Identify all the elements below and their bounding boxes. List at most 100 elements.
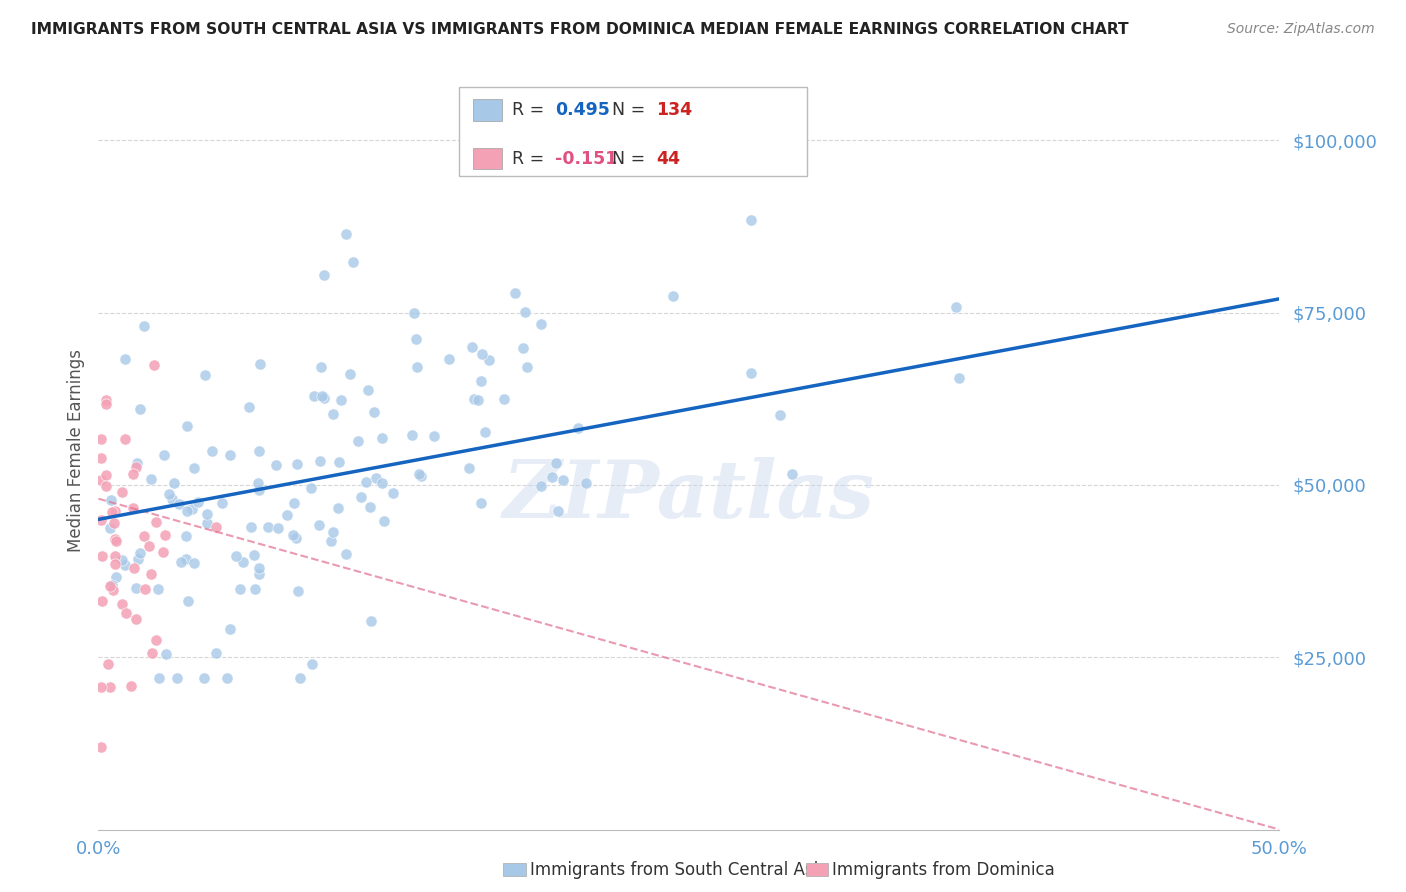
Point (364, 471, 387, 485)
Point (187, 495, 209, 509)
Point (371, 476, 394, 491)
Point (769, 409, 792, 423)
Point (339, 367, 361, 381)
FancyBboxPatch shape (472, 148, 502, 169)
Point (148, 671, 170, 685)
Text: R =: R = (512, 150, 544, 168)
Point (342, 254, 364, 268)
Point (470, 496, 492, 510)
Point (124, 561, 146, 575)
Text: R =: R = (512, 101, 544, 119)
Point (309, 359, 332, 374)
Point (145, 515, 167, 529)
Point (90, 450, 112, 465)
Point (423, 429, 446, 443)
Point (401, 427, 423, 442)
Point (143, 359, 166, 373)
Point (90, 432, 112, 446)
Point (145, 632, 167, 647)
Point (405, 332, 427, 346)
Point (111, 485, 134, 500)
Point (176, 504, 198, 518)
Point (155, 647, 177, 661)
Point (201, 443, 224, 458)
Point (247, 444, 270, 458)
Point (335, 547, 357, 561)
Point (159, 487, 181, 501)
Point (114, 351, 136, 366)
Point (195, 516, 218, 530)
Point (288, 671, 311, 685)
Point (308, 518, 330, 533)
Text: -0.151: -0.151 (555, 150, 617, 168)
Point (281, 528, 304, 542)
Point (283, 496, 305, 510)
Point (148, 582, 170, 597)
Text: Immigrants from Dominica: Immigrants from Dominica (832, 861, 1054, 879)
Point (409, 468, 432, 483)
Point (780, 467, 803, 481)
Point (492, 392, 515, 406)
Point (239, 520, 262, 534)
Point (176, 419, 198, 434)
Point (287, 584, 309, 599)
Point (229, 582, 252, 597)
Point (90, 513, 112, 527)
Point (232, 555, 254, 569)
Point (98, 680, 121, 694)
Point (141, 646, 163, 660)
Point (205, 646, 228, 660)
Point (141, 472, 163, 486)
Point (546, 456, 568, 470)
Point (183, 557, 205, 571)
Point (125, 581, 148, 595)
Point (360, 614, 382, 628)
Point (160, 491, 183, 506)
Point (326, 501, 349, 516)
Point (567, 421, 589, 435)
Point (551, 473, 574, 487)
Point (174, 552, 197, 566)
Point (247, 566, 270, 581)
Point (101, 582, 124, 597)
Text: 44: 44 (655, 150, 681, 168)
Point (170, 555, 193, 569)
Point (284, 531, 307, 545)
Point (302, 389, 325, 403)
Point (176, 528, 198, 542)
Point (308, 454, 330, 468)
Point (311, 389, 333, 403)
Point (945, 300, 967, 314)
Point (211, 496, 233, 510)
Point (153, 448, 176, 462)
Point (104, 504, 127, 518)
Point (94, 397, 117, 411)
Point (370, 431, 392, 445)
Point (354, 475, 377, 489)
Point (134, 582, 156, 597)
Point (163, 475, 186, 490)
Point (463, 392, 485, 406)
Point (249, 358, 271, 372)
Point (98, 579, 121, 593)
Point (477, 353, 499, 368)
Point (127, 551, 149, 566)
Point (194, 368, 217, 383)
Text: ZIPatlas: ZIPatlas (503, 458, 875, 534)
Point (350, 490, 373, 504)
Point (457, 460, 479, 475)
Point (153, 528, 176, 542)
Point (94, 393, 117, 408)
Point (503, 286, 526, 301)
Point (91, 594, 114, 608)
Point (111, 597, 134, 611)
Point (219, 448, 242, 462)
Point (111, 553, 134, 567)
Point (215, 671, 238, 685)
Text: Immigrants from South Central Asia: Immigrants from South Central Asia (530, 861, 828, 879)
Point (125, 612, 148, 626)
Point (322, 524, 344, 539)
Point (243, 549, 266, 563)
Point (94, 479, 117, 493)
Point (285, 457, 308, 471)
